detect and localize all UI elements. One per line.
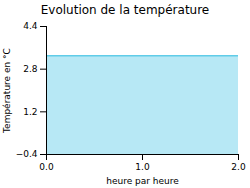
svg-text:1.2: 1.2 [23, 107, 37, 117]
svg-text:2.0: 2.0 [231, 162, 246, 172]
svg-text:−0.4: −0.4 [16, 149, 38, 159]
svg-text:0.0: 0.0 [39, 162, 54, 172]
html-text:Evolution de la température: Evolution de la température [40, 3, 210, 17]
svg-text:1.0: 1.0 [135, 162, 150, 172]
svg-text:Température en °C: Température en °C [2, 48, 12, 134]
svg-text:heure par heure: heure par heure [106, 176, 179, 186]
svg-text:4.4: 4.4 [23, 21, 38, 31]
svg-text:2.8: 2.8 [23, 64, 38, 74]
